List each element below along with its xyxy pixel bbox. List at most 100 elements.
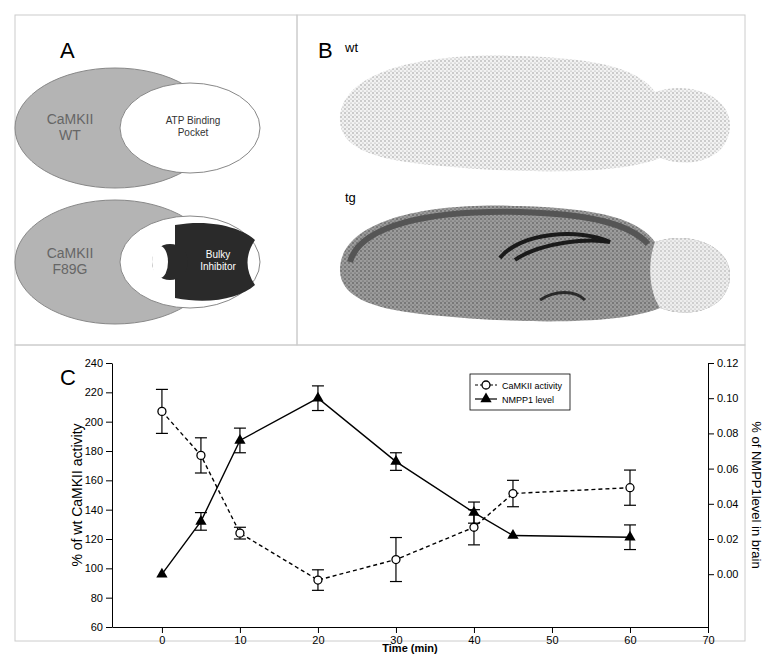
tick-mark: [106, 363, 112, 364]
error-bar: [624, 525, 636, 550]
error-cap: [312, 410, 324, 411]
tick-label: 70: [702, 634, 714, 646]
tick: 0: [159, 627, 165, 646]
tick-label: 80: [91, 592, 103, 604]
inhibitor: [152, 244, 188, 280]
tick-label: 120: [85, 533, 103, 545]
error-cap: [195, 437, 207, 438]
enzyme-name-line: F89G: [52, 261, 87, 277]
tick: 50: [546, 627, 558, 646]
image-label: wt: [344, 40, 358, 55]
tick-label: 0.08: [717, 427, 738, 439]
tick: 80: [91, 592, 112, 604]
tick: 40: [468, 627, 480, 646]
marker: [470, 523, 478, 531]
error-cap: [234, 452, 246, 453]
tick-mark: [106, 510, 112, 511]
error-bar: [234, 428, 246, 453]
striatum: [540, 293, 585, 301]
y2-axis: 0.000.020.040.060.080.100.12: [708, 357, 738, 627]
inhibitor-label: BulkyInhibitor: [200, 249, 236, 272]
error-cap: [234, 538, 246, 539]
marker: [468, 506, 479, 516]
tick-mark: [106, 451, 112, 452]
tick-label: 60: [91, 621, 103, 633]
tick-mark: [106, 422, 112, 423]
tick-mark: [708, 398, 714, 399]
enzyme-name-line: WT: [59, 127, 81, 143]
marker: [390, 455, 401, 465]
error-cap: [390, 537, 402, 538]
error-cap: [507, 480, 519, 481]
error-cap: [156, 389, 168, 390]
marker: [234, 434, 245, 444]
error-cap: [312, 590, 324, 591]
tick-mark: [708, 469, 714, 470]
panel-frame: [15, 345, 745, 641]
tick-label: 0.02: [717, 533, 738, 545]
y-axis: 6080100120140160180200220240: [85, 357, 113, 633]
brain-section: [340, 206, 730, 322]
tick: 20: [312, 627, 324, 646]
tick-label: 0.10: [717, 392, 738, 404]
axis-line: [708, 364, 709, 628]
error-cap: [234, 527, 246, 528]
panel-label: A: [60, 38, 75, 63]
error-bar: [312, 386, 324, 411]
error-cap: [624, 469, 636, 470]
error-bar: [390, 538, 402, 582]
tick-mark: [106, 598, 112, 599]
error-bar: [195, 513, 207, 531]
tick-mark: [106, 539, 112, 540]
tick-label: 180: [85, 445, 103, 457]
pocket-label-line: ATP Binding: [166, 115, 221, 126]
tick-label: 0: [159, 634, 165, 646]
error-cap: [312, 569, 324, 570]
tick: 0.12: [708, 357, 738, 369]
tick-mark: [318, 627, 319, 633]
tick-label: 40: [468, 634, 480, 646]
error-cap: [195, 472, 207, 473]
marker: [626, 484, 634, 492]
plot-area: [156, 386, 636, 590]
panel-label: B: [318, 38, 333, 63]
enzyme-name: CaMKIIF89G: [47, 245, 94, 277]
tick-mark: [552, 627, 553, 633]
tick: 0.10: [708, 392, 738, 404]
marker: [197, 451, 205, 459]
figure: ACaMKIIWTATP BindingPocketCaMKIIF89GBulk…: [0, 0, 764, 658]
error-cap: [624, 549, 636, 550]
y-axis-title: % of wt CaMKII activity: [69, 423, 85, 566]
tick: 120: [85, 533, 112, 545]
tick-mark: [162, 627, 163, 633]
inhibitor-label-line: Bulky: [206, 249, 230, 260]
tick: 240: [85, 357, 112, 369]
hippocampus: [500, 234, 610, 260]
tick: 10: [234, 627, 246, 646]
tick: 220: [85, 386, 112, 398]
marker: [195, 515, 206, 525]
tick-mark: [106, 392, 112, 393]
error-cap: [390, 452, 402, 453]
tick: 60: [624, 627, 636, 646]
marker: [312, 392, 323, 402]
error-cap: [390, 581, 402, 582]
tick: 200: [85, 416, 112, 428]
tick-label: 10: [234, 634, 246, 646]
error-cap: [507, 506, 519, 507]
tick: 100: [85, 562, 112, 574]
tick-label: 50: [546, 634, 558, 646]
tick-mark: [106, 568, 112, 569]
tick-label: 220: [85, 386, 103, 398]
marker: [314, 576, 322, 584]
tick: 0.06: [708, 463, 738, 475]
tick-label: 160: [85, 474, 103, 486]
tick-mark: [106, 627, 112, 628]
tick-label: 20: [312, 634, 324, 646]
tick-label: 0.04: [717, 498, 738, 510]
error-cap: [624, 505, 636, 506]
tick-mark: [240, 627, 241, 633]
pocket-label-line: Pocket: [178, 127, 209, 138]
tick-mark: [630, 627, 631, 633]
tick: 0.08: [708, 427, 738, 439]
